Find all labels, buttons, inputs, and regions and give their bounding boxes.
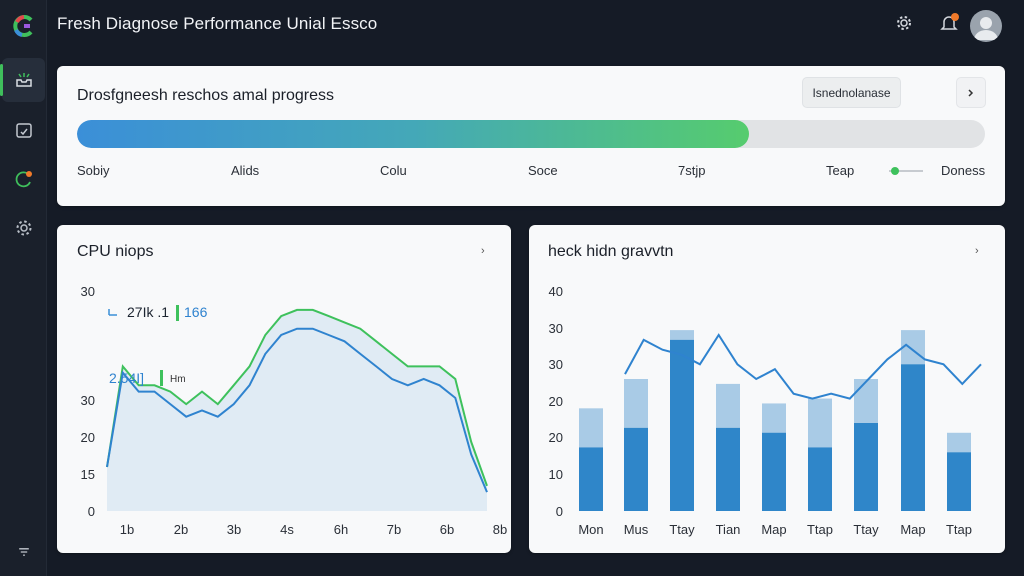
y-tick-label: 20 [549,394,563,409]
filter-icon [18,548,29,556]
settings-icon[interactable] [893,12,915,34]
x-tick-label: Mon [578,522,603,537]
x-tick-label: Tian [716,522,741,537]
bar-primary [854,423,878,511]
inbox-icon [15,73,32,87]
x-tick-label: Ttay [853,522,879,537]
growth-chart: 0 10 20 20 30 30 40 Mon Mus Ttay Tian Map Ttap Ttay M… [549,284,982,537]
progress-step-label: 7stjp [678,163,706,178]
annotation-label: 2.54I] [109,370,144,386]
bar-primary [947,452,971,511]
progress-bar-fill [77,120,749,148]
legend-dot [891,167,899,175]
legend-line [889,170,923,172]
gear-icon [16,220,31,236]
cpu-card-menu-button[interactable]: › [481,245,485,257]
y-tick-label: 30 [81,393,95,408]
annotation-label: 27Ik .1 [127,304,169,320]
progress-step-label: Alids [231,163,260,178]
cpu-series-line [106,327,488,493]
progress-card: Drosfgneesh reschos amal progress Isnedn… [57,66,1005,206]
x-tick-label: 8b [493,522,507,537]
calendar-icon [15,123,32,138]
y-tick-label: 30 [549,321,563,336]
bar-primary [624,427,648,511]
status-chip[interactable]: Isnednolanase [802,77,901,108]
cpu-chart: 0 15 20 30 30 1b 2b 3b 4s 6h 7b 6b 8b 27Ik .1 166 2… [81,284,508,537]
x-tick-label: Mus [624,522,649,537]
growth-series-line [624,333,982,400]
x-tick-label: 1b [120,522,134,537]
growth-card: heck hidn gravvtn › 0 10 20 20 30 30 40 Mon Mus… [529,225,1005,553]
notification-badge [25,171,32,177]
bar-primary [670,339,694,511]
notifications-icon[interactable] [938,12,960,34]
sidebar-item-inbox[interactable] [0,58,45,102]
x-tick-label: Map [761,522,786,537]
x-tick-label: 7b [387,522,401,537]
y-tick-label: 30 [81,284,95,299]
progress-step-label: Soce [528,163,558,178]
sidebar-item-settings[interactable] [2,206,45,250]
y-tick-label: 0 [88,504,95,519]
x-tick-label: 6h [334,522,348,537]
annotation-suffix: Hm [170,374,186,385]
expand-button[interactable] [956,77,986,108]
progress-step-label: Sobiy [77,163,110,178]
x-tick-label: Map [900,522,925,537]
y-tick-label: 30 [549,357,563,372]
progress-card-title: Drosfgneesh reschos amal progress [77,87,335,104]
refresh-icon [15,171,32,188]
y-tick-label: 0 [556,504,563,519]
user-avatar-icon [974,17,998,40]
progress-step-label: Colu [380,163,407,178]
sidebar-filter-button[interactable] [2,530,45,574]
x-tick-label: 2b [174,522,188,537]
cpu-annotation-top: 27Ik .1 166 [108,304,208,321]
growth-card-title: heck hidn gravvtn [548,243,674,260]
cpu-annotation-mid: 2.54I] Hm [109,370,186,386]
sidebar-item-calendar[interactable] [2,108,45,152]
y-tick-label: 15 [81,467,95,482]
y-tick-label: 10 [549,467,563,482]
x-tick-label: 3b [227,522,241,537]
cpu-area-fill [107,309,487,511]
bar-primary [901,364,925,511]
sidebar-item-refresh[interactable] [2,157,45,201]
cpu-series-line [106,308,488,487]
bar-primary [808,447,832,511]
x-tick-label: Ttay [669,522,695,537]
legend-label: Doness [941,163,986,178]
x-tick-label: Ttap [946,522,972,537]
y-tick-label: 20 [549,430,563,445]
x-tick-label: 4s [280,522,294,537]
app-title: Fresh Diagnose Performance Unial Essco [57,14,378,33]
cpu-card-title: CPU niops [77,243,154,260]
sidebar [0,0,47,576]
avatar[interactable] [970,10,1002,42]
app-logo-icon[interactable] [12,14,36,38]
cpu-card: CPU niops › 0 15 20 30 30 1b 2b 3b 4s 6h 7b 6b 8b 2… [57,225,511,553]
progress-step-label: Teap [826,163,855,178]
annotation-value: 166 [184,304,208,320]
x-tick-label: 6b [440,522,454,537]
bar-primary [579,447,603,511]
growth-card-menu-button[interactable]: › [975,245,979,257]
chevron-right-icon [968,88,974,97]
bar-primary [762,432,786,511]
bar-primary [716,427,740,511]
x-tick-label: Ttap [807,522,833,537]
y-tick-label: 40 [549,284,563,299]
progress-bar [77,120,985,148]
y-tick-label: 20 [81,430,95,445]
